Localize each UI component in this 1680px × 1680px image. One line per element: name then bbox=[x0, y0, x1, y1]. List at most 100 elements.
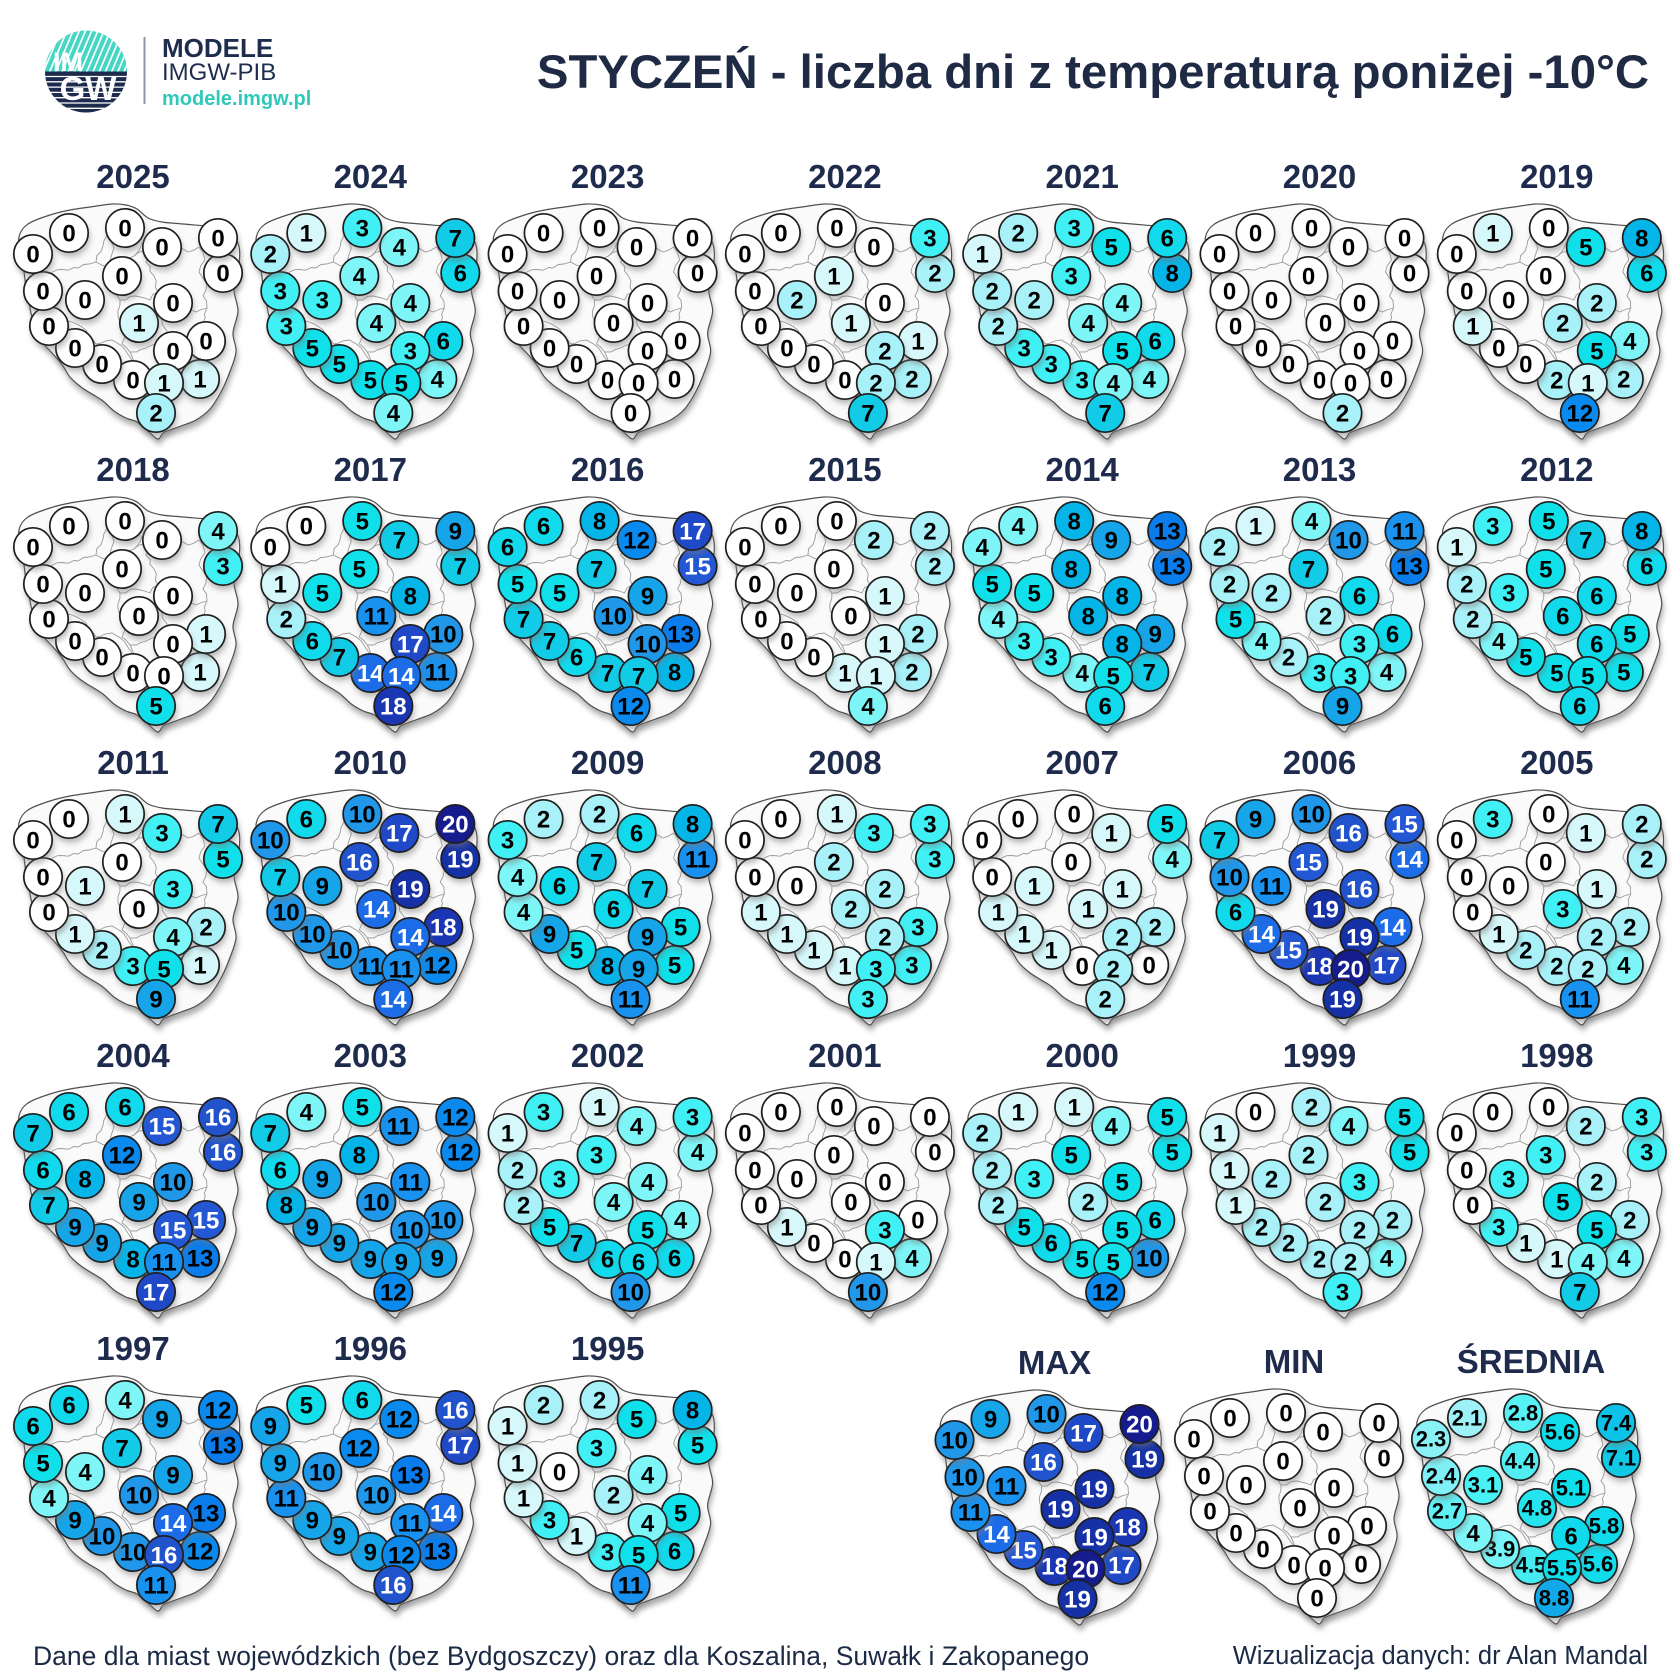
svg-text:12: 12 bbox=[346, 1435, 373, 1462]
svg-text:5: 5 bbox=[1403, 1139, 1416, 1166]
svg-text:0: 0 bbox=[807, 351, 820, 378]
svg-text:2: 2 bbox=[827, 849, 840, 876]
svg-text:17: 17 bbox=[447, 1432, 474, 1459]
svg-text:8: 8 bbox=[601, 953, 614, 980]
svg-text:0: 0 bbox=[632, 370, 645, 397]
svg-text:MAX: MAX bbox=[1018, 1344, 1091, 1381]
svg-text:2: 2 bbox=[280, 606, 293, 633]
svg-text:6: 6 bbox=[1386, 621, 1399, 648]
svg-text:4: 4 bbox=[1012, 513, 1026, 540]
svg-text:5: 5 bbox=[570, 937, 583, 964]
svg-text:0: 0 bbox=[1539, 263, 1552, 290]
svg-text:0: 0 bbox=[780, 335, 793, 362]
svg-text:5: 5 bbox=[300, 1392, 313, 1419]
svg-text:9: 9 bbox=[316, 1166, 329, 1193]
svg-text:1: 1 bbox=[838, 953, 851, 980]
svg-text:0: 0 bbox=[1344, 370, 1357, 397]
svg-text:2: 2 bbox=[790, 287, 803, 314]
svg-text:1: 1 bbox=[593, 1094, 606, 1121]
svg-text:3: 3 bbox=[543, 1507, 556, 1534]
svg-text:3: 3 bbox=[601, 1539, 614, 1566]
svg-text:3: 3 bbox=[861, 986, 874, 1013]
svg-text:5: 5 bbox=[1556, 1189, 1569, 1216]
svg-text:2: 2 bbox=[905, 659, 918, 686]
svg-text:19: 19 bbox=[1047, 1496, 1074, 1523]
svg-text:2: 2 bbox=[199, 914, 212, 941]
svg-text:0: 0 bbox=[1460, 1157, 1473, 1184]
svg-text:1: 1 bbox=[132, 310, 145, 337]
svg-text:1995: 1995 bbox=[571, 1330, 644, 1367]
svg-text:0: 0 bbox=[1068, 801, 1081, 828]
svg-text:4: 4 bbox=[1623, 328, 1637, 355]
svg-text:0: 0 bbox=[867, 234, 880, 261]
svg-text:2: 2 bbox=[1590, 924, 1603, 951]
svg-text:0: 0 bbox=[78, 287, 91, 314]
svg-text:11: 11 bbox=[398, 1510, 423, 1537]
svg-text:2: 2 bbox=[869, 370, 882, 397]
svg-text:4: 4 bbox=[674, 1207, 688, 1234]
svg-text:6: 6 bbox=[26, 1413, 39, 1440]
svg-text:0: 0 bbox=[1065, 849, 1078, 876]
svg-text:13: 13 bbox=[1154, 518, 1181, 545]
svg-text:2: 2 bbox=[867, 527, 880, 554]
svg-text:6: 6 bbox=[601, 1246, 614, 1273]
svg-text:7: 7 bbox=[264, 1120, 277, 1147]
svg-text:1: 1 bbox=[1590, 876, 1603, 903]
svg-text:2: 2 bbox=[923, 518, 936, 545]
svg-text:1: 1 bbox=[838, 660, 851, 687]
svg-text:1: 1 bbox=[1579, 820, 1592, 847]
svg-text:3: 3 bbox=[216, 553, 229, 580]
svg-text:3: 3 bbox=[869, 956, 882, 983]
svg-text:12: 12 bbox=[388, 1542, 415, 1569]
svg-text:15: 15 bbox=[193, 1207, 220, 1234]
svg-text:2: 2 bbox=[1282, 644, 1295, 671]
svg-text:19: 19 bbox=[1131, 1446, 1158, 1473]
svg-text:0: 0 bbox=[1223, 1405, 1236, 1432]
svg-text:0: 0 bbox=[754, 1192, 767, 1219]
svg-text:17: 17 bbox=[1108, 1552, 1135, 1579]
svg-text:8: 8 bbox=[1082, 603, 1095, 630]
svg-text:12: 12 bbox=[380, 1279, 407, 1306]
svg-text:0: 0 bbox=[807, 1230, 820, 1257]
svg-text:9: 9 bbox=[449, 518, 462, 545]
svg-text:2012: 2012 bbox=[1520, 451, 1593, 488]
svg-text:modele.imgw.pl: modele.imgw.pl bbox=[162, 88, 311, 110]
svg-text:0: 0 bbox=[1354, 1551, 1367, 1578]
svg-text:7: 7 bbox=[211, 811, 224, 838]
svg-text:0: 0 bbox=[1293, 1495, 1306, 1522]
svg-text:1: 1 bbox=[1082, 896, 1095, 923]
svg-text:3: 3 bbox=[316, 287, 329, 314]
svg-text:5: 5 bbox=[1550, 660, 1563, 687]
svg-text:5.6: 5.6 bbox=[1583, 1552, 1614, 1577]
svg-text:8: 8 bbox=[1166, 260, 1179, 287]
svg-text:6: 6 bbox=[1640, 260, 1653, 287]
svg-text:0: 0 bbox=[166, 631, 179, 658]
svg-text:14: 14 bbox=[357, 660, 384, 687]
svg-text:4: 4 bbox=[300, 1099, 314, 1126]
svg-text:1: 1 bbox=[118, 801, 131, 828]
svg-text:19: 19 bbox=[1064, 1586, 1091, 1613]
svg-text:3: 3 bbox=[923, 811, 936, 838]
svg-text:6: 6 bbox=[668, 1245, 681, 1272]
svg-text:10: 10 bbox=[363, 1482, 390, 1509]
svg-text:2: 2 bbox=[537, 806, 550, 833]
svg-text:4: 4 bbox=[630, 1113, 644, 1140]
svg-text:0: 0 bbox=[511, 278, 524, 305]
svg-text:0: 0 bbox=[95, 351, 108, 378]
svg-text:1: 1 bbox=[1486, 220, 1499, 247]
svg-text:9: 9 bbox=[149, 986, 162, 1013]
svg-text:3: 3 bbox=[404, 338, 417, 365]
svg-text:4: 4 bbox=[691, 1139, 705, 1166]
svg-text:IMGW-PIB: IMGW-PIB bbox=[162, 59, 276, 86]
svg-text:2.7: 2.7 bbox=[1432, 1499, 1463, 1524]
svg-text:3: 3 bbox=[126, 953, 139, 980]
svg-text:4: 4 bbox=[431, 366, 445, 393]
svg-text:9: 9 bbox=[543, 921, 556, 948]
svg-text:3: 3 bbox=[1313, 660, 1326, 687]
svg-text:0: 0 bbox=[501, 241, 514, 268]
svg-text:2: 2 bbox=[878, 338, 891, 365]
svg-text:2: 2 bbox=[511, 1157, 524, 1184]
svg-text:2: 2 bbox=[911, 621, 924, 648]
svg-text:3: 3 bbox=[155, 820, 168, 847]
svg-text:12: 12 bbox=[442, 1104, 469, 1131]
